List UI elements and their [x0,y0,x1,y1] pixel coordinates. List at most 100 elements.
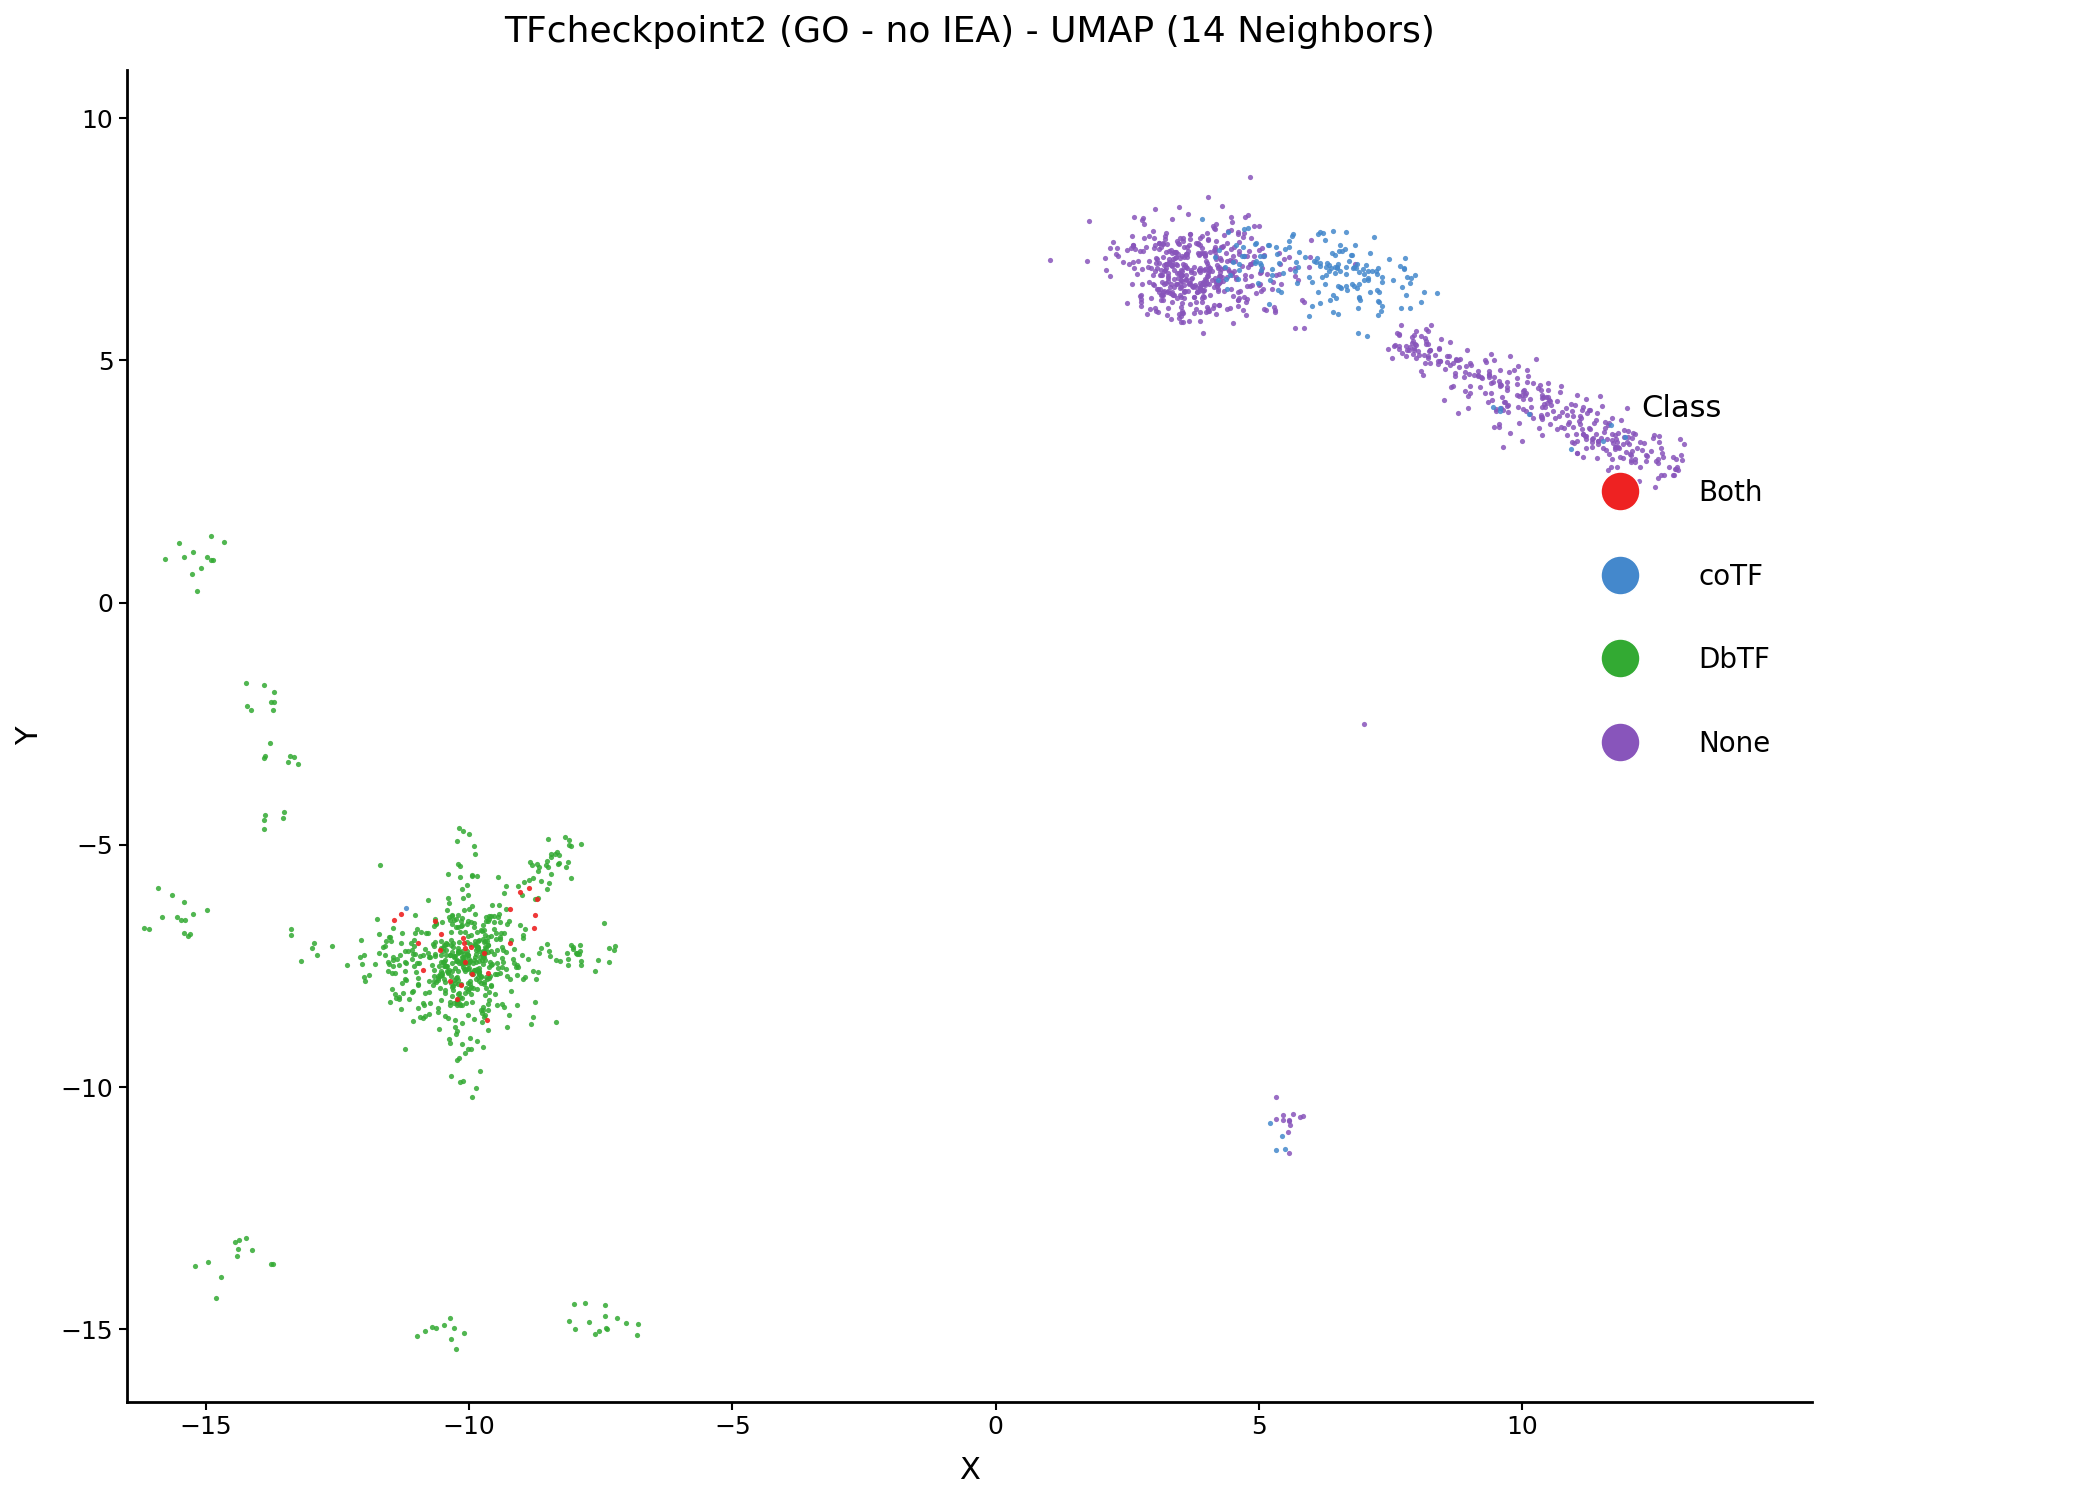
Point [1216,264,1250,288]
Point [1371,338,1405,362]
Point [393,987,426,1011]
Point [1642,423,1676,447]
Point [223,1228,256,1252]
Point [1422,350,1455,374]
Point [447,926,481,950]
Point [1310,251,1344,274]
Point [1168,246,1201,270]
Point [1394,326,1428,350]
Point [1592,413,1625,436]
Point [1499,372,1533,396]
Point [1247,243,1281,267]
Point [1260,279,1294,303]
Point [1226,298,1260,322]
Point [466,939,500,963]
Point [445,878,479,902]
Point [1132,249,1166,273]
Point [565,952,598,976]
Point [1149,252,1182,276]
Point [437,978,470,1002]
Point [445,914,479,938]
Point [1184,279,1218,303]
Point [1182,226,1216,251]
Point [443,865,477,889]
Point [449,912,483,936]
Point [586,910,620,934]
Point [441,948,475,972]
Point [416,932,449,956]
Point [468,909,502,933]
Point [592,936,626,960]
Point [1247,244,1281,268]
Point [622,1312,655,1336]
Point [1216,251,1250,274]
Point [1144,288,1178,312]
Point [386,981,420,1005]
Point [506,942,540,966]
Point [1140,248,1174,272]
Point [452,822,485,846]
Point [563,939,596,963]
Point [1579,422,1613,446]
Point [483,960,517,984]
Point [1287,244,1321,268]
Point [475,924,508,948]
Point [1224,254,1258,278]
Point [1502,384,1535,408]
Point [384,998,418,1022]
Point [1199,230,1233,254]
Point [1338,252,1371,276]
Point [1189,244,1222,268]
Point [258,690,292,714]
Point [458,1007,491,1031]
Point [1317,219,1350,243]
Point [1210,278,1243,302]
Point [1100,243,1134,267]
Point [445,950,479,974]
Point [1506,429,1539,453]
Point [1214,262,1247,286]
Point [470,968,504,992]
Point [1186,237,1220,261]
Point [1228,220,1262,245]
Point [460,950,493,974]
Point [370,933,403,957]
Point [155,884,189,908]
Point [456,894,489,918]
Point [1237,244,1270,268]
Point [1071,249,1105,273]
Point [487,938,521,962]
Point [1399,345,1432,369]
Point [1262,242,1296,266]
Point [435,921,468,945]
Point [1161,306,1195,330]
Point [1388,246,1422,270]
Point [1558,393,1592,417]
Point [1184,276,1218,300]
Point [531,827,565,850]
Point [1203,258,1237,282]
Point [1453,362,1487,386]
Point [1352,242,1386,266]
Point [1226,243,1260,267]
Point [426,936,460,960]
Point [1384,296,1418,320]
Point [1168,279,1201,303]
Point [1201,274,1235,298]
Point [1556,404,1590,427]
Point [563,942,596,966]
Point [176,540,210,564]
Point [565,948,598,972]
Point [1281,240,1315,264]
Point [1653,454,1686,478]
Point [1390,266,1424,290]
Point [494,897,527,921]
Point [1153,251,1186,274]
Point [1233,165,1266,189]
Point [472,980,506,1004]
Point [1638,476,1672,500]
Point [460,976,493,1000]
Point [1115,273,1149,297]
Point [1264,279,1298,303]
Point [422,976,456,1000]
